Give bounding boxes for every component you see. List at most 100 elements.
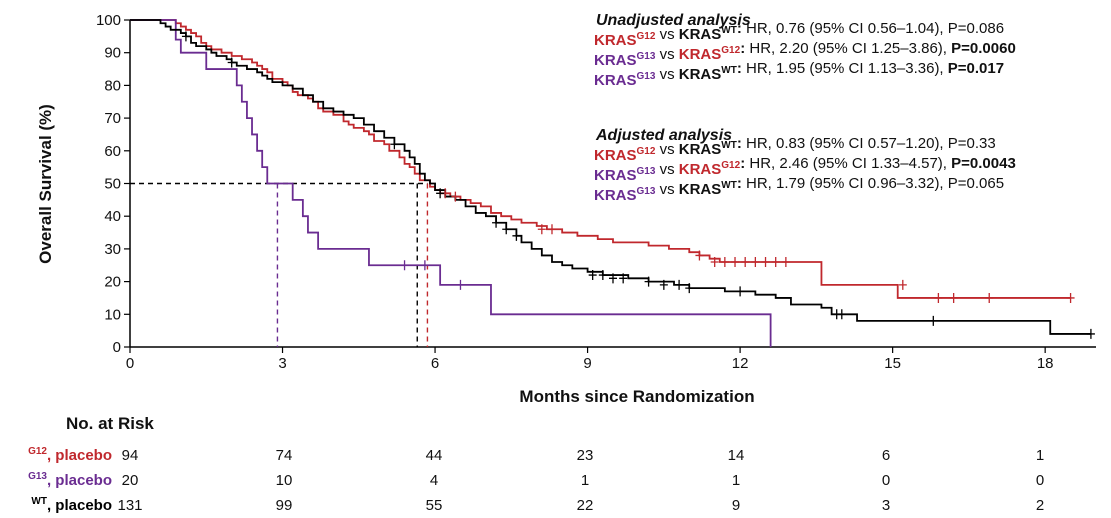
annotation-superscript: WT	[721, 140, 737, 151]
risk-count: 9	[732, 497, 740, 514]
y-tick-label: 30	[104, 241, 121, 258]
annotation-superscript: G12	[637, 146, 656, 157]
y-tick-label: 70	[104, 110, 121, 127]
adjusted-hr-line: KRASG13 vs KRASG12: HR, 2.46 (95% CI 1.3…	[594, 155, 1016, 184]
annotation-superscript: G13	[637, 51, 656, 62]
annotation-text: P=0.0060	[951, 40, 1016, 57]
y-axis-title: Overall Survival (%)	[36, 104, 55, 264]
censor-mark-WT	[929, 315, 938, 326]
risk-label-text: , placebo	[47, 447, 112, 464]
censor-mark-G13	[400, 260, 409, 271]
censor-mark-G12	[451, 191, 460, 202]
censor-mark-G12	[934, 292, 943, 303]
censor-mark-G12	[741, 256, 750, 267]
censor-mark-G12	[720, 256, 729, 267]
censor-mark-WT	[502, 224, 511, 235]
annotation-text: vs	[655, 26, 678, 43]
annotation-text: KRAS	[679, 66, 722, 83]
risk-row-label: G12, placebo	[28, 446, 112, 464]
annotation-text: :	[740, 40, 745, 57]
censor-mark-G13	[456, 279, 465, 290]
annotation-text: HR, 2.46 (95% CI 1.33–4.57),	[745, 155, 951, 172]
x-tick-label: 18	[1037, 355, 1054, 372]
annotation-superscript: G13	[637, 166, 656, 177]
risk-label-text: , placebo	[47, 472, 112, 489]
y-tick-label: 0	[113, 339, 121, 356]
annotation-text: HR, 1.79 (95% CI 0.96–3.32), P=0.065	[742, 175, 1004, 192]
annotation-superscript: WT	[721, 180, 737, 191]
x-tick-label: 6	[431, 355, 439, 372]
censor-mark-G12	[537, 224, 546, 235]
censor-mark-G12	[547, 224, 556, 235]
adjusted-hr-line: KRASG13 vs KRASWT: HR, 1.79 (95% CI 0.96…	[594, 175, 1004, 204]
annotation-text: :	[737, 135, 742, 152]
risk-count: 4	[430, 472, 438, 489]
annotation-text: KRAS	[679, 181, 722, 198]
annotation-text: KRAS	[679, 141, 722, 158]
annotation-text: KRAS	[679, 161, 722, 178]
risk-count: 2	[1036, 497, 1044, 514]
curve-G12	[130, 19, 1071, 299]
censor-mark-WT	[598, 270, 607, 281]
censor-mark-WT	[685, 283, 694, 294]
annotation-superscript: G12	[721, 45, 740, 56]
risk-count: 99	[276, 497, 293, 514]
censor-mark-WT	[609, 273, 617, 284]
censor-mark-WT	[588, 270, 597, 281]
censor-mark-WT	[512, 230, 521, 241]
annotation-text: vs	[655, 161, 678, 178]
risk-count: 131	[117, 497, 142, 514]
risk-count: 10	[276, 472, 293, 489]
x-tick-label: 0	[126, 355, 134, 372]
risk-count: 6	[882, 447, 890, 464]
annotation-text: KRAS	[594, 32, 637, 49]
annotation-text: P=0.0043	[951, 155, 1016, 172]
censor-mark-WT	[390, 139, 399, 150]
risk-count: 44	[426, 447, 443, 464]
risk-row-label: WT, placebo	[31, 496, 112, 514]
annotation-text: HR, 2.20 (95% CI 1.25–3.86),	[745, 40, 951, 57]
curve-G13	[130, 19, 772, 347]
risk-count: 94	[122, 447, 139, 464]
censor-mark-G12	[1066, 292, 1075, 303]
annotation-superscript: G13	[637, 71, 656, 82]
risk-count: 14	[728, 447, 745, 464]
risk-count: 1	[732, 472, 740, 489]
annotation-text: vs	[655, 141, 678, 158]
y-tick-label: 40	[104, 208, 121, 225]
censor-mark-WT	[675, 279, 684, 290]
x-tick-label: 12	[732, 355, 749, 372]
risk-count: 0	[1036, 472, 1044, 489]
censor-mark-G13	[420, 260, 429, 271]
annotation-superscript: WT	[721, 25, 737, 36]
annotation-text: KRAS	[594, 52, 637, 69]
risk-label-superscript: G12	[28, 446, 47, 457]
censor-mark-WT	[181, 31, 190, 42]
annotation-text: vs	[655, 66, 678, 83]
risk-count: 0	[882, 472, 890, 489]
censor-mark-G12	[761, 256, 770, 267]
annotation-text: KRAS	[594, 167, 637, 184]
censor-mark-WT	[659, 279, 668, 290]
unadjusted-hr-line: KRASG12 vs KRASWT: HR, 0.76 (95% CI 0.56…	[594, 20, 1004, 49]
x-tick-label: 3	[278, 355, 286, 372]
risk-count: 1	[1036, 447, 1044, 464]
censor-mark-G12	[949, 292, 958, 303]
risk-count: 1	[581, 472, 589, 489]
censor-mark-G12	[710, 256, 719, 267]
curve-WT	[130, 19, 1091, 335]
risk-row-label: G13, placebo	[28, 471, 112, 489]
axes: 0 10 20 30 40 50 60 70 80 90 100 0 3 6 9 12 15 18	[96, 12, 1096, 372]
risk-table-title: No. at Risk	[66, 414, 154, 433]
risk-label-superscript: WT	[31, 496, 47, 507]
censor-mark-WT	[837, 309, 846, 320]
annotation-text: HR, 0.83 (95% CI 0.57–1.20), P=0.33	[742, 135, 996, 152]
adjusted-heading: Adjusted analysis	[595, 127, 732, 144]
censor-mark-WT	[644, 276, 653, 287]
annotation-superscript: G13	[637, 186, 656, 197]
annotation-text: :	[740, 155, 745, 172]
risk-count: 23	[577, 447, 594, 464]
risk-count: 20	[122, 472, 139, 489]
risk-count: 55	[426, 497, 443, 514]
censor-mark-WT	[736, 286, 745, 297]
